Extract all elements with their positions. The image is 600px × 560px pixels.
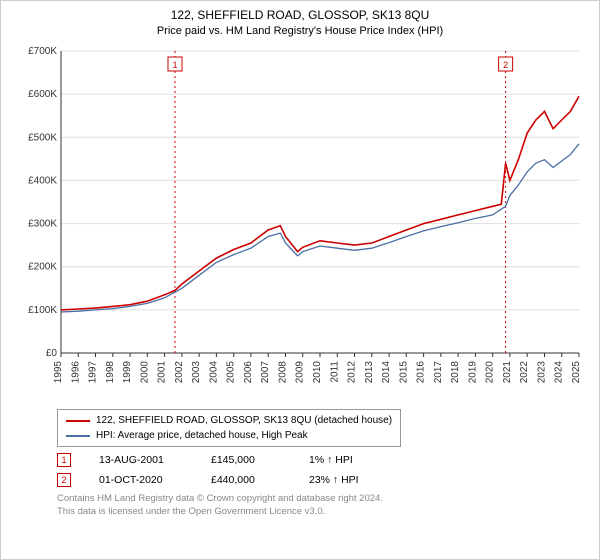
svg-text:2014: 2014 [381,361,392,384]
svg-text:2006: 2006 [243,361,254,384]
svg-text:2011: 2011 [329,361,340,383]
legend-swatch-hpi [66,435,90,437]
svg-text:2017: 2017 [433,361,444,384]
svg-text:2025: 2025 [571,361,582,384]
footer-line-2: This data is licensed under the Open Gov… [57,506,587,519]
svg-text:2018: 2018 [450,361,461,384]
svg-text:£600K: £600K [28,89,57,100]
chart-title: 122, SHEFFIELD ROAD, GLOSSOP, SK13 8QU [13,7,587,24]
svg-text:£300K: £300K [28,219,57,230]
svg-text:2: 2 [503,60,508,70]
svg-text:2010: 2010 [312,361,323,384]
legend-swatch-property [66,420,90,422]
svg-text:£0: £0 [46,348,58,359]
sale-price: £145,000 [211,454,281,466]
svg-text:£700K: £700K [28,46,57,57]
svg-text:1999: 1999 [122,361,133,384]
svg-text:1995: 1995 [53,361,64,384]
sale-hpi-delta: 1% ↑ HPI [309,454,353,466]
svg-text:2001: 2001 [157,361,168,384]
svg-text:2016: 2016 [416,361,427,384]
sale-marker-icon: 2 [57,473,71,487]
svg-text:2002: 2002 [174,361,185,384]
svg-text:2020: 2020 [485,361,496,384]
svg-text:1996: 1996 [70,361,81,384]
sale-row: 1 13-AUG-2001 £145,000 1% ↑ HPI [57,453,587,467]
legend-box: 122, SHEFFIELD ROAD, GLOSSOP, SK13 8QU (… [57,409,401,447]
svg-text:2000: 2000 [139,361,150,384]
svg-text:2003: 2003 [191,361,202,384]
legend-row-property: 122, SHEFFIELD ROAD, GLOSSOP, SK13 8QU (… [66,413,392,428]
svg-text:1998: 1998 [105,361,116,384]
chart-plot-area: £0 £100K £200K £300K £400K £500K £600K £700K 199… [13,43,587,403]
sale-marker-icon: 1 [57,453,71,467]
legend-label-hpi: HPI: Average price, detached house, High… [96,428,308,443]
svg-text:£500K: £500K [28,132,57,143]
svg-text:2004: 2004 [208,361,219,384]
sale-row: 2 01-OCT-2020 £440,000 23% ↑ HPI [57,473,587,487]
svg-text:£200K: £200K [28,262,57,273]
svg-text:2023: 2023 [537,361,548,384]
chart-subtitle: Price paid vs. HM Land Registry's House … [13,24,587,39]
svg-text:2012: 2012 [347,361,358,384]
svg-text:£400K: £400K [28,176,57,187]
svg-text:2009: 2009 [295,361,306,384]
svg-text:2007: 2007 [260,361,271,384]
svg-text:2005: 2005 [226,361,237,384]
chart-container: 122, SHEFFIELD ROAD, GLOSSOP, SK13 8QU P… [0,0,600,560]
line-chart-svg: £0 £100K £200K £300K £400K £500K £600K £700K 199… [13,43,589,403]
svg-text:2019: 2019 [467,361,478,384]
svg-text:2021: 2021 [502,361,513,384]
sale-rows: 1 13-AUG-2001 £145,000 1% ↑ HPI 2 01-OCT… [57,453,587,487]
svg-text:2022: 2022 [519,361,530,384]
sale-hpi-delta: 23% ↑ HPI [309,474,359,486]
svg-text:1: 1 [172,60,177,70]
svg-text:2024: 2024 [554,361,565,384]
footer-line-1: Contains HM Land Registry data © Crown c… [57,493,587,506]
svg-text:2008: 2008 [278,361,289,384]
legend-row-hpi: HPI: Average price, detached house, High… [66,428,392,443]
sale-price: £440,000 [211,474,281,486]
sale-date: 01-OCT-2020 [99,474,183,486]
svg-text:2015: 2015 [398,361,409,384]
svg-text:2013: 2013 [364,361,375,384]
footer-attribution: Contains HM Land Registry data © Crown c… [57,493,587,519]
sale-date: 13-AUG-2001 [99,454,183,466]
svg-text:£100K: £100K [28,305,57,316]
svg-text:1997: 1997 [88,361,99,384]
legend-label-property: 122, SHEFFIELD ROAD, GLOSSOP, SK13 8QU (… [96,413,392,428]
